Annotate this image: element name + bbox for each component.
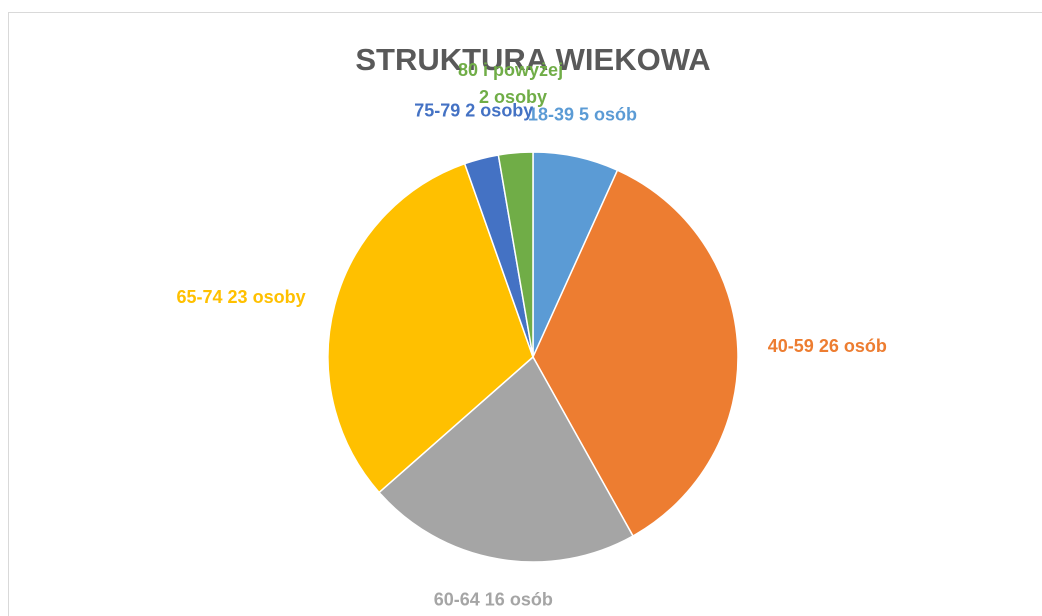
data-label-value: 16 osób (485, 589, 553, 609)
data-label: 60-64 16 osób (434, 589, 553, 609)
data-label-value: 26 osób (819, 336, 887, 356)
data-label-category: 80 i powyżej (458, 60, 563, 80)
data-label: 75-79 2 osoby (414, 100, 533, 120)
data-label: 80 i powyżej 2 osoby (458, 60, 568, 107)
data-label: 65-74 23 osoby (176, 287, 305, 307)
data-label: 18-39 5 osób (528, 104, 637, 124)
data-label-category: 75-79 (414, 100, 460, 120)
data-label-category: 60-64 (434, 589, 480, 609)
chart-title: STRUKTURA WIEKOWA (355, 42, 710, 77)
pie-slice (378, 355, 634, 563)
pie-slice (497, 151, 534, 358)
pie-slice (327, 162, 534, 494)
data-label: 40-59 26 osób (768, 336, 887, 356)
data-label-value: 2 osoby (479, 87, 547, 107)
data-label-category: 65-74 (176, 287, 222, 307)
pie-slice (532, 169, 739, 537)
data-label-category: 18-39 (528, 104, 574, 124)
data-label-value: 23 osoby (228, 287, 306, 307)
data-label-value: 5 osób (579, 104, 637, 124)
data-label-value: 2 osoby (465, 100, 533, 120)
data-label-category: 40-59 (768, 336, 814, 356)
